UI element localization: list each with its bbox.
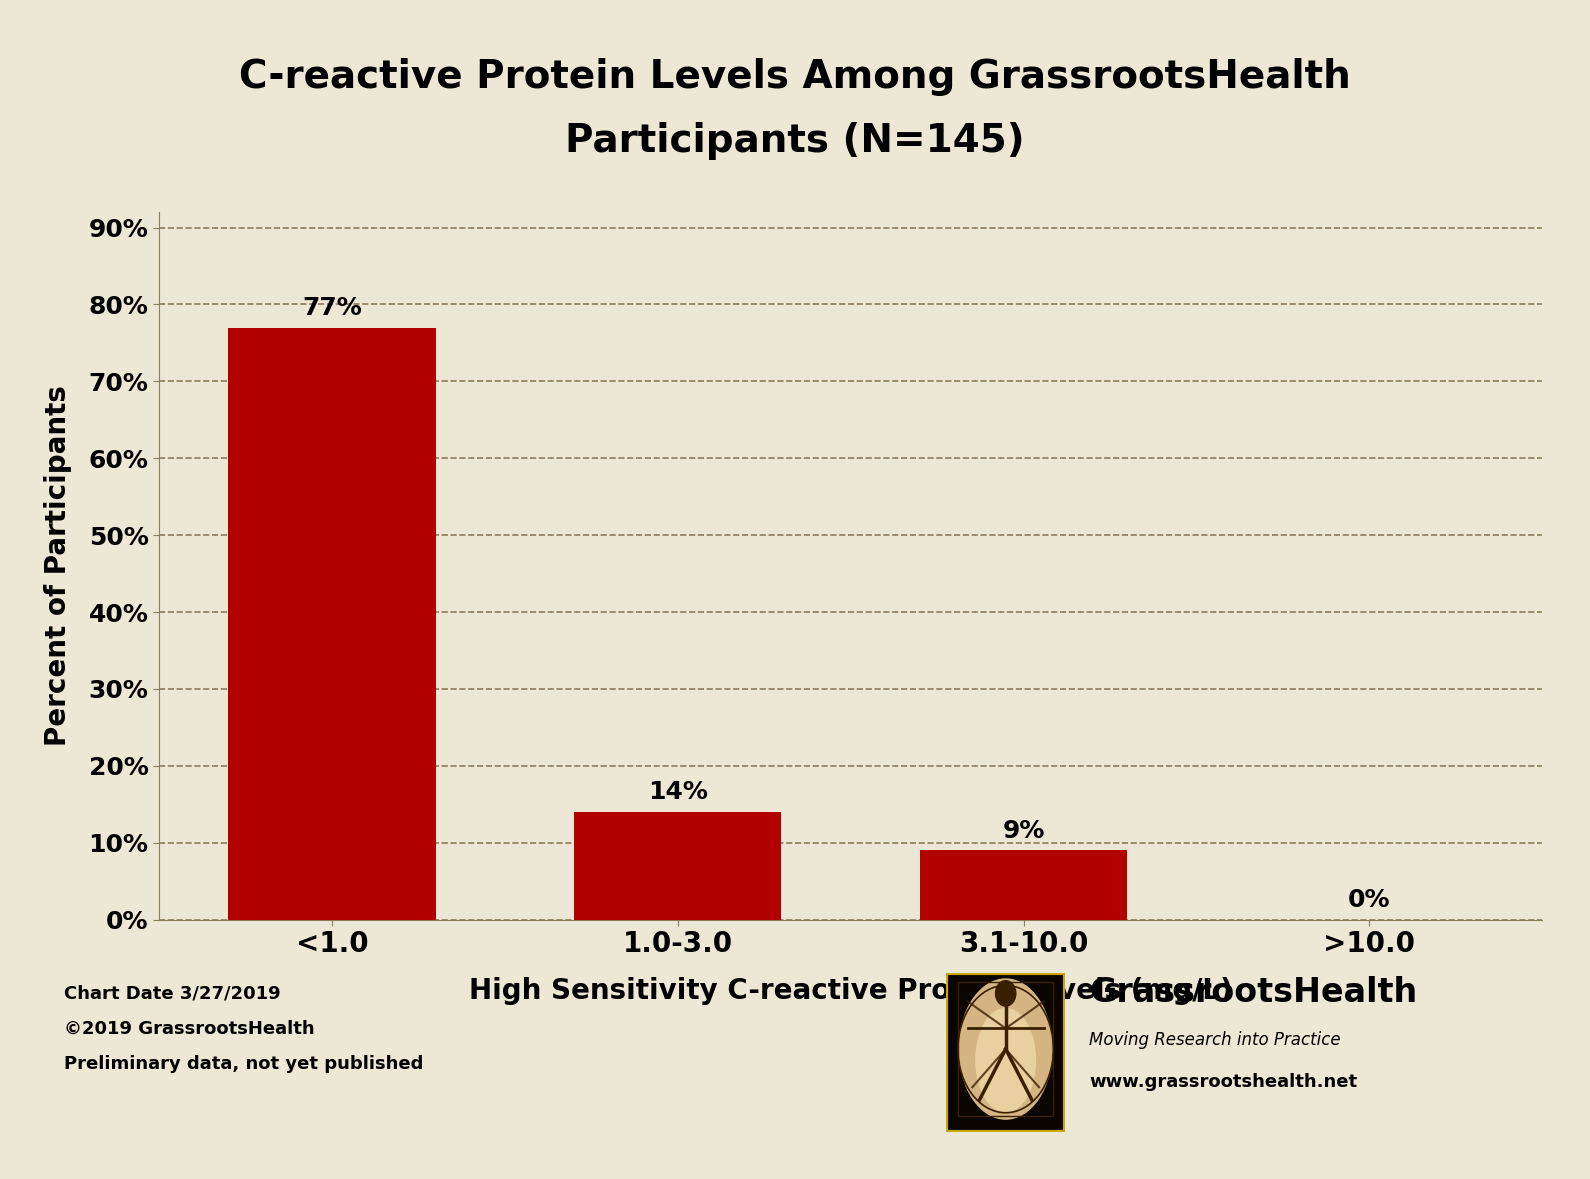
Bar xyxy=(229,328,436,920)
Ellipse shape xyxy=(995,981,1016,1006)
Text: 14%: 14% xyxy=(647,780,708,804)
Text: GrassrootsHealth: GrassrootsHealth xyxy=(1089,976,1417,1009)
Text: Chart Date 3/27/2019: Chart Date 3/27/2019 xyxy=(64,984,280,1002)
Text: ©2019 GrassrootsHealth: ©2019 GrassrootsHealth xyxy=(64,1020,315,1038)
FancyBboxPatch shape xyxy=(946,973,1065,1132)
Text: Moving Research into Practice: Moving Research into Practice xyxy=(1089,1030,1340,1049)
Text: 9%: 9% xyxy=(1002,818,1045,843)
Y-axis label: Percent of Participants: Percent of Participants xyxy=(45,386,72,746)
Text: 77%: 77% xyxy=(302,296,363,320)
Ellipse shape xyxy=(959,979,1053,1119)
Bar xyxy=(919,850,1127,920)
Bar xyxy=(574,812,781,920)
Text: C-reactive Protein Levels Among GrassrootsHealth: C-reactive Protein Levels Among Grassroo… xyxy=(238,58,1352,95)
Text: www.grassrootshealth.net: www.grassrootshealth.net xyxy=(1089,1073,1358,1092)
Text: Participants (N=145): Participants (N=145) xyxy=(564,123,1026,160)
Text: Preliminary data, not yet published: Preliminary data, not yet published xyxy=(64,1055,423,1073)
X-axis label: High Sensitivity C-reactive Protein Levels (mg/L): High Sensitivity C-reactive Protein Leve… xyxy=(469,977,1232,1006)
Text: 0%: 0% xyxy=(1348,888,1391,911)
Ellipse shape xyxy=(976,1008,1035,1112)
